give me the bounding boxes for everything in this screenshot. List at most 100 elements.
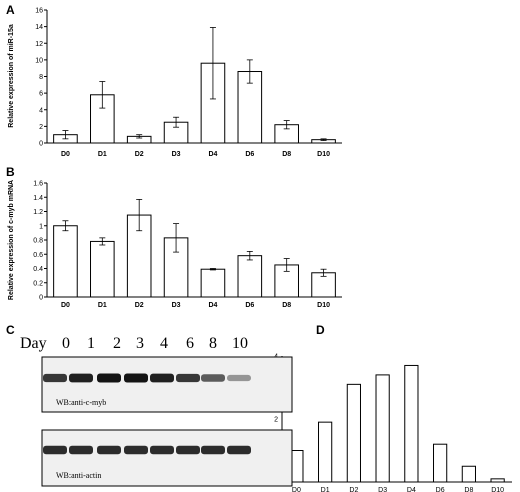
chart-d-bar <box>318 421 333 483</box>
western-blot: Day 0 1 2 3 4 6 8 10 WB:anti-c-myb WB:anti-acti… <box>20 335 293 487</box>
blot-top-band <box>227 374 251 382</box>
chart-b-bar <box>200 268 226 298</box>
blot-bottom-band <box>176 445 200 455</box>
chart-b-cmyb-mrna: 0 0.2 0.4 0.6 0.8 1 1.2 1.4 1.6 D0 D1 D2 D3 D4 D6 D8 D10… <box>8 180 342 309</box>
blot-bottom-band <box>201 445 225 455</box>
chart-a-category-label: D0 <box>61 151 70 158</box>
chart-b-category-label: D0 <box>61 302 70 309</box>
blot-top-band <box>97 373 121 383</box>
chart-b-error-bar <box>209 268 216 271</box>
chart-b-error-bar <box>320 268 327 277</box>
chart-b-category-label: D6 <box>245 302 254 309</box>
chart-b-y-tick-label: 0 <box>39 295 43 302</box>
chart-a-category-label: D6 <box>245 151 254 158</box>
blot-day-label: Day <box>20 335 47 352</box>
chart-a-category-label: D1 <box>98 151 107 158</box>
blot-top-bands <box>43 373 251 383</box>
chart-a-error-bar <box>320 138 327 141</box>
chart-b-y-tick-label: 1.6 <box>33 181 43 188</box>
chart-b-bar <box>237 255 263 298</box>
chart-a-category-label: D3 <box>172 151 181 158</box>
chart-b-y-tick-label: 1.4 <box>33 195 43 202</box>
chart-a-error-bar <box>62 130 69 140</box>
blot-bottom-band <box>69 445 93 455</box>
chart-a-error-bar <box>136 134 143 139</box>
blot-top-membrane <box>41 356 293 413</box>
chart-b-error-bar <box>62 220 69 232</box>
chart-b-category-label: D2 <box>135 302 144 309</box>
chart-a-y-tick-label: 4 <box>39 107 43 114</box>
blot-top-label: WB:anti-c-myb <box>56 398 106 407</box>
blot-day-3: 3 <box>136 335 144 352</box>
chart-d-bar <box>433 443 448 483</box>
chart-a-y-tick-label: 2 <box>39 124 43 131</box>
blot-day-4: 4 <box>160 335 168 352</box>
chart-b-error-bar <box>136 198 143 232</box>
chart-b-category-label: D3 <box>172 302 181 309</box>
chart-b-error-bar <box>283 258 290 272</box>
chart-b-category-label: D1 <box>98 302 107 309</box>
chart-d-densitometry: 00.511.522.533.54D0D1D2D3D4D6D8D10 <box>268 354 512 492</box>
blot-bottom-bands <box>43 445 251 455</box>
chart-d-category-label: D1 <box>321 487 330 492</box>
blot-top-band <box>176 373 200 383</box>
chart-a-y-tick-label: 14 <box>35 24 43 31</box>
blot-day-2: 2 <box>113 335 121 352</box>
chart-a-error-bar <box>246 59 253 84</box>
chart-a-category-label: D8 <box>282 151 291 158</box>
chart-d-category-label: D10 <box>491 487 504 492</box>
chart-a-y-tick-label: 8 <box>39 74 43 81</box>
chart-a-category-label: D10 <box>317 151 330 158</box>
chart-d-category-label: D2 <box>349 487 358 492</box>
chart-a-category-label: D4 <box>208 151 217 158</box>
chart-b-y-tick-label: 0.4 <box>33 266 43 273</box>
blot-bottom-band <box>43 445 67 455</box>
chart-d-bar <box>375 374 390 483</box>
blot-bottom-band <box>150 445 174 455</box>
chart-a-error-bar <box>173 116 180 128</box>
chart-a-error-bar <box>99 81 106 109</box>
chart-b-y-axis-label: Relative expression of c-myb mRNA <box>8 180 15 300</box>
blot-day-0: 0 <box>62 335 70 352</box>
blot-day-10: 10 <box>232 335 248 352</box>
blot-bottom-membrane <box>41 429 293 487</box>
chart-d-category-label: D8 <box>464 487 473 492</box>
chart-d-bar <box>404 364 419 483</box>
chart-a-mir15a: 0 2 4 6 8 10 12 14 16 D0 D1 D2 D3 D4 D6 D8 D10 Relative e… <box>8 8 342 158</box>
blot-day-labels: 0 1 2 3 4 6 8 10 <box>62 335 248 352</box>
blot-top-band <box>201 374 225 382</box>
blot-day-1: 1 <box>87 335 95 352</box>
chart-b-y-tick-label: 1.2 <box>33 209 43 216</box>
chart-b-category-label: D10 <box>317 302 330 309</box>
panel-letter-b: B <box>6 165 15 179</box>
chart-b-y-tick-label: 0.2 <box>33 280 43 287</box>
chart-d-y-tick-label: 2 <box>274 417 278 424</box>
chart-b-category-label: D4 <box>208 302 217 309</box>
chart-d-category-label: D0 <box>292 487 301 492</box>
chart-d-bar <box>461 465 476 483</box>
blot-day-6: 6 <box>186 335 194 352</box>
chart-b-error-bar <box>246 250 253 261</box>
chart-a-y-tick-label: 16 <box>35 8 43 15</box>
blot-day-8: 8 <box>209 335 217 352</box>
chart-b-bar <box>53 225 78 298</box>
chart-a-y-tick-label: 12 <box>35 41 43 48</box>
blot-top-band <box>69 373 93 383</box>
chart-a-y-tick-label: 6 <box>39 91 43 98</box>
chart-b-bar <box>90 240 115 298</box>
chart-b-y-tick-label: 0.8 <box>33 238 43 245</box>
blot-bottom-label: WB:anti-actin <box>56 471 101 480</box>
chart-a-error-bar <box>283 120 290 130</box>
blot-bottom-band <box>227 445 251 455</box>
chart-d-category-label: D3 <box>378 487 387 492</box>
chart-b-y-tick-label: 1 <box>39 223 43 230</box>
panel-letter-d: D <box>316 323 325 337</box>
chart-a-y-tick-label: 0 <box>39 141 43 148</box>
blot-bottom-band <box>97 445 121 455</box>
chart-a-y-axis-label: Relative expression of miR-15a <box>8 24 15 128</box>
chart-b-error-bar <box>99 237 106 246</box>
chart-a-error-bar <box>209 27 216 100</box>
blot-top-band <box>43 373 67 383</box>
chart-d-bar <box>490 478 505 483</box>
